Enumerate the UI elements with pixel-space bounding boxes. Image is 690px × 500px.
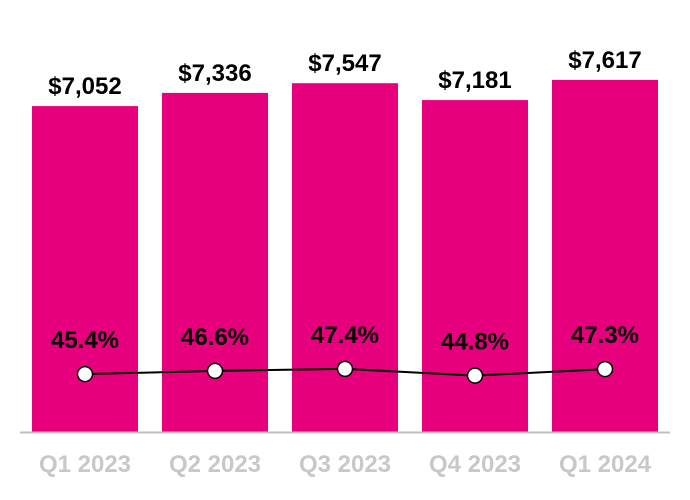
bar-data-labels: $7,052 $7,336 $7,547 $7,181 $7,617 <box>48 47 641 100</box>
line-marker <box>466 367 484 384</box>
line-value-label: 46.6% <box>181 324 249 351</box>
x-tick-label: Q3 2023 <box>299 451 391 478</box>
line-value-label: 45.4% <box>51 327 119 354</box>
line-marker <box>206 362 224 380</box>
x-tick-label: Q2 2023 <box>169 451 261 478</box>
line-marker <box>336 360 354 378</box>
bar-group <box>32 79 658 433</box>
bar-value-label: $7,052 <box>48 73 121 100</box>
line-data-labels: 45.4% 46.6% 47.4% 44.8% 47.3% <box>51 322 639 356</box>
x-tick-labels: Q1 2023 Q2 2023 Q3 2023 Q4 2023 Q1 2024 <box>39 451 652 478</box>
bar-value-label: $7,181 <box>438 67 511 94</box>
bar-q1-2023 <box>32 106 138 432</box>
bar-q2-2023 <box>162 92 268 433</box>
line-marker <box>76 365 94 383</box>
x-tick-label: Q1 2024 <box>559 451 652 478</box>
bar-q3-2023 <box>292 83 398 432</box>
line-series-group <box>76 360 614 384</box>
bar-value-label: $7,336 <box>178 60 251 87</box>
x-tick-label: Q4 2023 <box>429 451 521 478</box>
bar-value-label: $7,547 <box>308 50 381 77</box>
line-value-label: 47.3% <box>571 322 639 349</box>
line-value-label: 47.4% <box>311 322 379 349</box>
line-value-label: 44.8% <box>441 329 509 356</box>
bar-q1-2024 <box>552 79 658 433</box>
line-marker <box>596 360 614 378</box>
bar-value-label: $7,617 <box>568 47 641 74</box>
x-tick-label: Q1 2023 <box>39 451 131 478</box>
